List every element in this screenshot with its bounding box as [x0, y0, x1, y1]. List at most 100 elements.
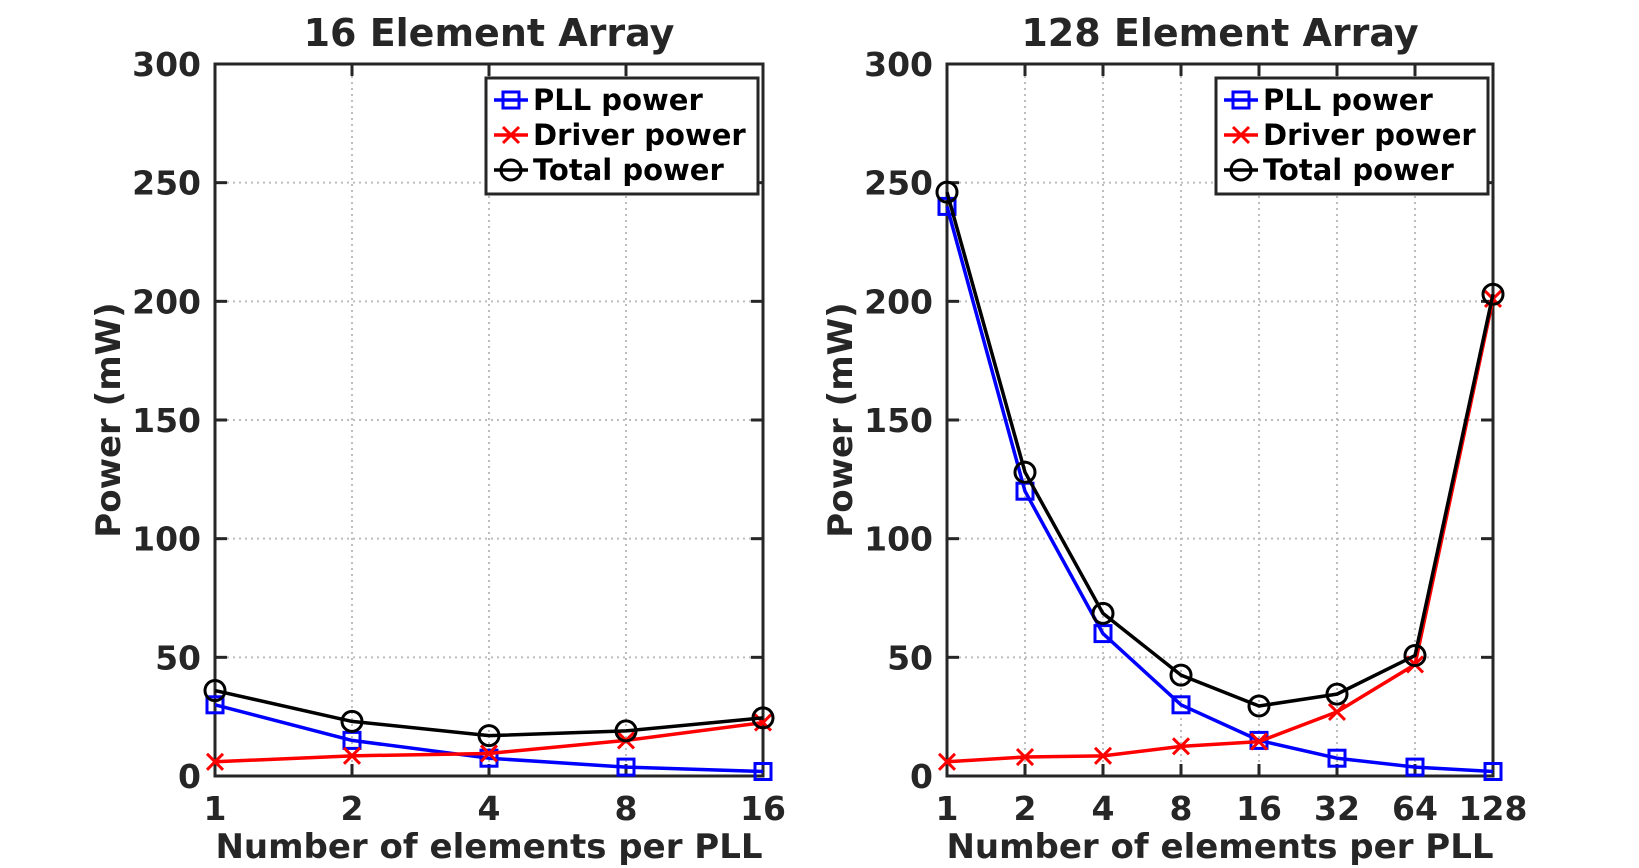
y-tick-label: 0: [178, 757, 201, 796]
y-tick-label: 200: [864, 282, 933, 321]
chart-2: 0 50 100 150 200 250 300 1 2 4 8 16 32 64 128 128 Eleme…: [821, 11, 1527, 867]
legend-item: Total power: [1224, 153, 1454, 187]
legend-label: Total power: [533, 153, 724, 187]
series-pll-power: [205, 695, 773, 781]
data-point: [479, 748, 499, 768]
legend-swatch-marker: [501, 90, 521, 110]
legend-swatch-marker: [1231, 90, 1251, 110]
y-tick-label: 50: [155, 638, 201, 677]
data-point: [342, 746, 362, 765]
chart-title: 16 Element Array: [304, 11, 675, 55]
data-point: [614, 719, 638, 743]
data-point: [1013, 460, 1037, 484]
series-line: [945, 205, 1494, 774]
series-driver-power: [937, 289, 1503, 771]
data-point: [1325, 682, 1349, 706]
series-line: [945, 191, 1495, 708]
y-axis-label: Power (mW): [89, 302, 129, 537]
legend-item: Total power: [494, 153, 724, 187]
series-pll-power: [937, 196, 1503, 781]
y-tick-label: 200: [132, 282, 201, 321]
data-point: [1481, 282, 1505, 306]
legend-item: PLL power: [494, 83, 703, 117]
data-point: [205, 695, 225, 715]
series-line: [946, 298, 1495, 764]
x-tick-label: 128: [1459, 789, 1528, 828]
series-total-power: [203, 679, 775, 748]
legend-swatch-marker: [1231, 125, 1251, 145]
data-point: [1171, 737, 1191, 756]
data-point: [1093, 624, 1113, 644]
x-tick-label: 8: [1170, 789, 1193, 828]
x-axis-label: Number of elements per PLL: [215, 827, 762, 867]
data-point: [340, 709, 364, 733]
data-point: [1483, 761, 1503, 781]
x-tick-label: 2: [341, 789, 364, 828]
data-point: [477, 724, 501, 748]
legend-label: PLL power: [1263, 83, 1433, 117]
x-tick-label: 1: [936, 789, 959, 828]
data-point: [751, 706, 775, 730]
legend-item: Driver power: [494, 118, 746, 152]
y-tick-label: 300: [864, 45, 933, 84]
x-tick-label: 64: [1392, 789, 1438, 828]
x-tick-label: 32: [1314, 789, 1360, 828]
data-point: [479, 744, 499, 763]
y-tick-label: 250: [132, 164, 201, 203]
y-tick-label: 100: [132, 520, 201, 559]
chart-title: 128 Element Array: [1021, 11, 1418, 55]
data-point: [1171, 695, 1191, 715]
data-point: [1015, 747, 1035, 767]
legend-label: PLL power: [533, 83, 703, 117]
data-point: [1327, 748, 1347, 768]
series-total-power: [935, 180, 1505, 718]
data-point: [753, 761, 773, 781]
x-axis-label: Number of elements per PLL: [946, 827, 1493, 867]
x-tick-label: 16: [1236, 789, 1282, 828]
data-point: [1405, 757, 1425, 777]
legend-swatch-marker: [1229, 158, 1253, 182]
x-tick-label: 8: [615, 789, 638, 828]
data-point: [342, 730, 362, 750]
y-tick-label: 50: [887, 638, 933, 677]
x-tick-label: 16: [740, 789, 786, 828]
legend-swatch-marker: [501, 125, 521, 145]
x-tick-label: 4: [1092, 789, 1115, 828]
x-tick-label: 4: [478, 789, 501, 828]
y-tick-label: 100: [864, 520, 933, 559]
legend-swatch-marker: [499, 158, 523, 182]
data-point: [1247, 694, 1271, 718]
legend-label: Driver power: [533, 118, 746, 152]
y-tick-label: 0: [910, 757, 933, 796]
legend-box: [1214, 76, 1490, 196]
data-point: [935, 180, 959, 204]
legend-label: Total power: [1263, 153, 1454, 187]
x-tick-label: 2: [1014, 789, 1037, 828]
legend-item: PLL power: [1224, 83, 1433, 117]
data-point: [937, 752, 957, 771]
legend-label: Driver power: [1263, 118, 1476, 152]
y-tick-label: 250: [864, 164, 933, 203]
series-line: [214, 703, 764, 774]
data-point: [1403, 644, 1427, 668]
y-tick-label: 150: [132, 401, 201, 440]
legend-box: [484, 76, 760, 196]
data-point: [1091, 601, 1115, 625]
chart-1: 0 50 100 150 200 250 300 1 2 4 8 16 16 Element Array…: [89, 11, 786, 867]
data-point: [1093, 746, 1113, 765]
y-tick-label: 300: [132, 45, 201, 84]
data-point: [1249, 732, 1269, 751]
y-tick-label: 150: [864, 401, 933, 440]
legend-item: Driver power: [1224, 118, 1476, 152]
data-point: [203, 679, 227, 703]
x-tick-label: 1: [204, 789, 227, 828]
data-point: [205, 752, 225, 771]
y-axis-label: Power (mW): [821, 302, 861, 537]
data-point: [616, 757, 636, 777]
data-point: [1169, 663, 1193, 687]
series-line: [214, 688, 764, 738]
data-point: [1327, 702, 1347, 721]
